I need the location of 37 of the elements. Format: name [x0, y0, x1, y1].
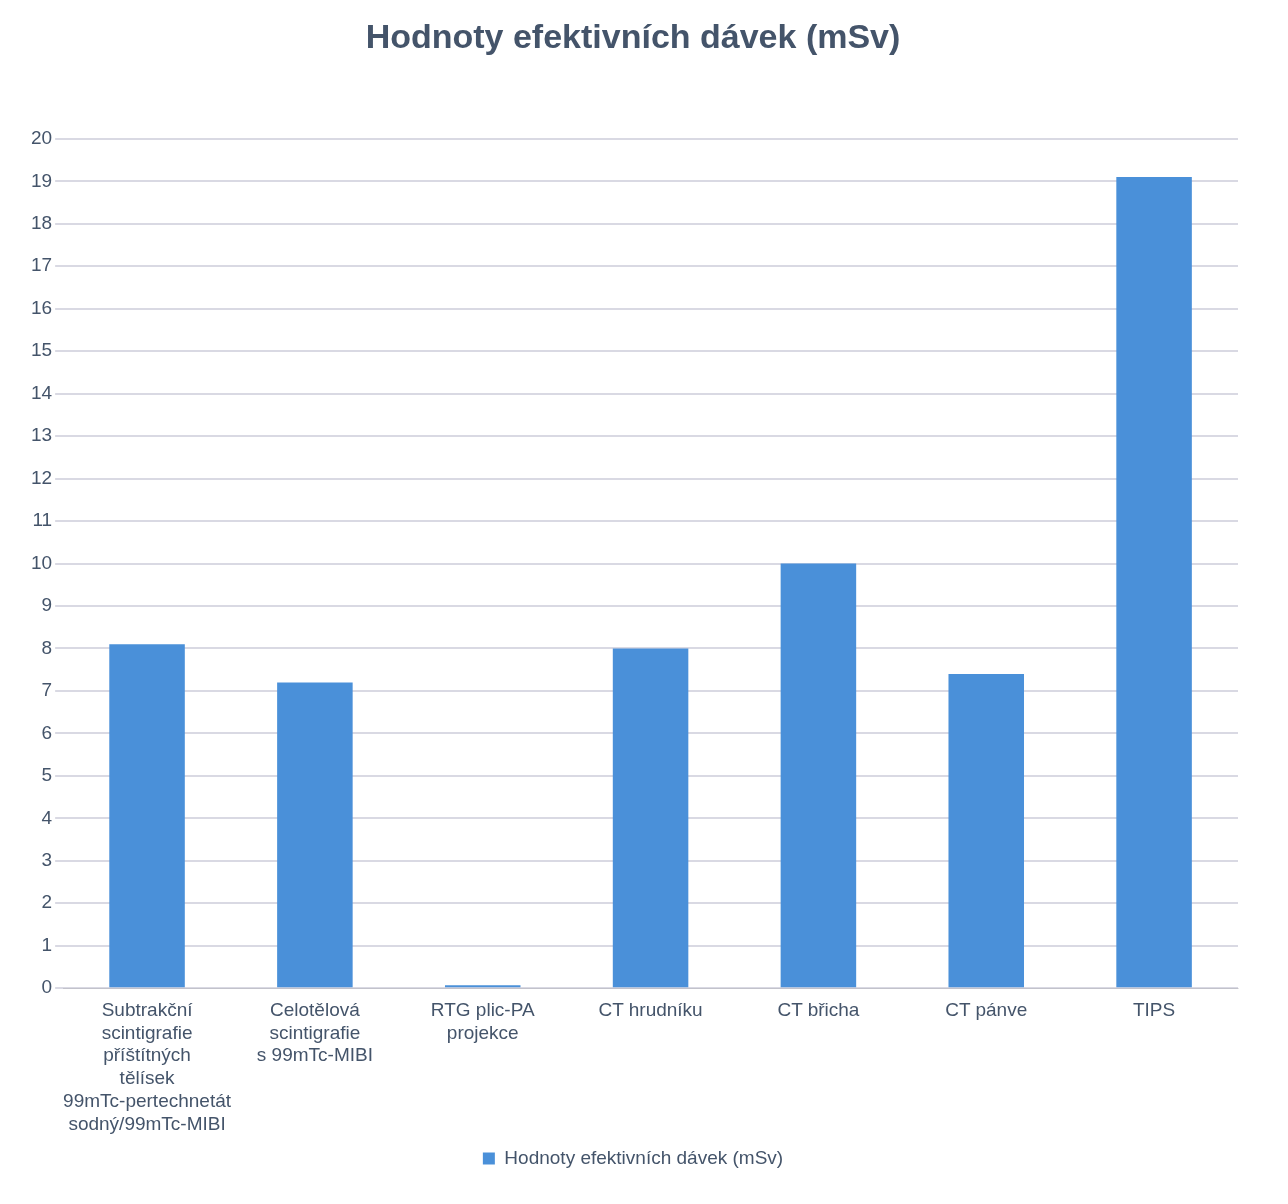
y-tick-label: 2: [41, 891, 53, 913]
bar: [1116, 177, 1192, 988]
bar: [612, 648, 689, 988]
legend-label: Hodnoty efektivních dávek (mSv): [504, 1146, 784, 1168]
y-tick-label: 5: [41, 764, 53, 786]
bar: [277, 682, 353, 988]
x-tick-label: CT břicha: [777, 998, 860, 1020]
bar: [444, 985, 521, 988]
x-tick-label: TIPS: [1132, 998, 1176, 1020]
y-tick-label: 0: [41, 976, 53, 998]
y-tick-label: 10: [30, 551, 53, 573]
y-tick-label: 9: [41, 594, 53, 616]
y-tick-label: 15: [30, 339, 53, 361]
y-tick-label: 20: [30, 127, 53, 149]
y-tick-label: 3: [41, 849, 53, 871]
chart-title: Hodnoty efektivních dávek (mSv): [365, 16, 901, 55]
bar: [780, 563, 857, 988]
y-tick-label: 11: [32, 509, 53, 531]
bar: [109, 644, 185, 988]
y-tick-label: 18: [30, 211, 53, 233]
x-tick-label: RTG plic-PA projekce: [430, 998, 535, 1043]
y-tick-label: 4: [41, 806, 53, 828]
x-tick-label: CT hrudníku: [598, 998, 703, 1020]
y-tick-label: 14: [30, 381, 53, 403]
y-tick-label: 17: [30, 254, 53, 276]
x-tick-label: Subtrakční scintigrafie příštítných tělísek 99mTc-pertechnetát sodný/99mTc-MIBI: [63, 998, 232, 1134]
bar: [948, 673, 1025, 988]
y-tick-label: 7: [41, 679, 53, 701]
y-tick-label: 6: [41, 721, 53, 743]
x-tick-label: CT pánve: [945, 998, 1028, 1020]
y-tick-label: 16: [30, 296, 53, 318]
y-tick-label: 8: [41, 636, 53, 658]
y-tick-label: 12: [30, 466, 53, 488]
y-tick-label: 13: [30, 424, 53, 446]
y-tick-label: 19: [30, 169, 53, 191]
y-tick-label: 1: [41, 933, 53, 955]
x-tick-label: Celotělová scintigrafie s 99mTc-MIBI: [256, 998, 373, 1066]
